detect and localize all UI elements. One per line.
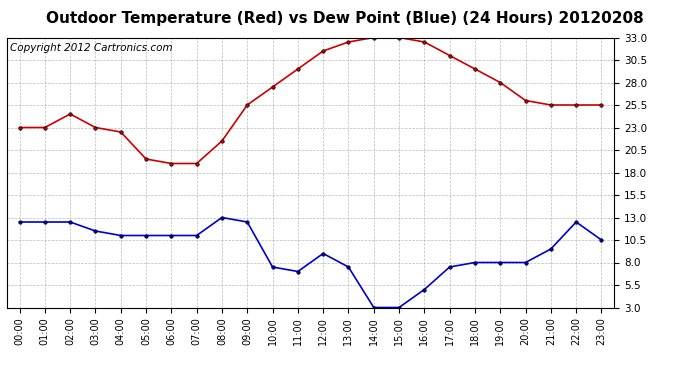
Text: Copyright 2012 Cartronics.com: Copyright 2012 Cartronics.com bbox=[10, 43, 172, 53]
Text: Outdoor Temperature (Red) vs Dew Point (Blue) (24 Hours) 20120208: Outdoor Temperature (Red) vs Dew Point (… bbox=[46, 11, 644, 26]
